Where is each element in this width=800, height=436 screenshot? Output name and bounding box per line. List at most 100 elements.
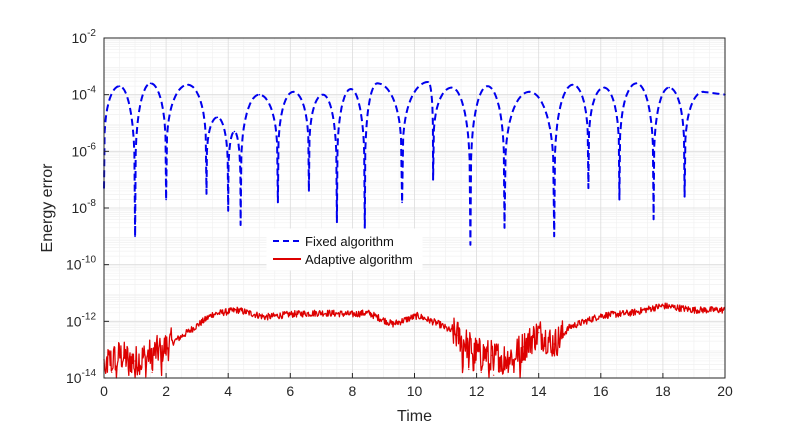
y-tick-label: 10-4 <box>72 85 97 103</box>
adaptive-algorithm-point <box>693 309 695 311</box>
y-tick-label: 10-8 <box>72 198 97 216</box>
legend-label: Adaptive algorithm <box>305 252 413 267</box>
fixed-algorithm-peak <box>233 130 236 133</box>
adaptive-algorithm-point <box>491 354 493 356</box>
fixed-algorithm-dip <box>239 224 242 226</box>
adaptive-algorithm-point <box>631 312 633 314</box>
adaptive-algorithm-spike <box>111 371 113 373</box>
fixed-algorithm-dip <box>503 227 506 229</box>
adaptive-algorithm-point <box>289 313 291 315</box>
fixed-algorithm-dip <box>308 190 310 192</box>
fixed-algorithm-peak <box>149 82 152 85</box>
fixed-algorithm-dip <box>165 198 167 201</box>
fixed-algorithm-peak <box>603 86 605 89</box>
fixed-algorithm-dip <box>553 235 556 238</box>
fixed-algorithm-dip <box>277 201 279 204</box>
adaptive-algorithm-spike <box>550 351 552 354</box>
fixed-algorithm-peak <box>450 86 453 89</box>
x-tick-label: 16 <box>593 383 609 399</box>
adaptive-algorithm-spike <box>151 371 153 373</box>
adaptive-algorithm-point <box>507 357 509 359</box>
x-tick-label: 18 <box>655 383 671 399</box>
adaptive-algorithm-point <box>553 343 555 345</box>
adaptive-algorithm-point <box>264 316 267 318</box>
x-axis-label: Time <box>397 408 432 425</box>
fixed-algorithm-dip <box>432 178 434 181</box>
fixed-algorithm-dip <box>652 218 655 221</box>
fixed-algorithm-dip <box>227 210 229 212</box>
adaptive-algorithm-point <box>600 315 602 317</box>
y-tick-label: 10-12 <box>66 311 96 329</box>
adaptive-algorithm-point <box>476 351 478 354</box>
adaptive-algorithm-point <box>662 305 664 307</box>
adaptive-algorithm-spike <box>493 374 495 376</box>
fixed-algorithm-peak <box>216 116 219 119</box>
adaptive-algorithm-point <box>538 332 540 334</box>
adaptive-algorithm-point <box>438 323 440 325</box>
fixed-algorithm-peak <box>668 86 670 89</box>
x-tick-label: 6 <box>286 383 294 399</box>
fixed-algorithm-dip <box>401 201 403 204</box>
adaptive-algorithm-spike <box>480 371 482 373</box>
y-tick-label: 10-14 <box>66 368 96 386</box>
x-tick-label: 12 <box>469 383 485 399</box>
fixed-algorithm-peak <box>702 91 705 93</box>
fixed-algorithm-dip <box>618 198 621 201</box>
fixed-algorithm-dip <box>587 187 590 189</box>
fixed-algorithm-peak <box>350 88 352 90</box>
adaptive-algorithm-spike <box>468 368 470 371</box>
adaptive-algorithm-point <box>118 354 121 356</box>
x-tick-label: 8 <box>349 383 357 399</box>
adaptive-algorithm-point <box>367 312 369 314</box>
fixed-algorithm-dip <box>336 221 338 223</box>
x-tick-label: 2 <box>162 383 170 399</box>
fixed-algorithm-peak <box>376 82 379 85</box>
adaptive-algorithm-point <box>236 309 239 311</box>
fixed-algorithm-peak <box>118 85 121 87</box>
x-tick-label: 14 <box>531 383 547 399</box>
adaptive-algorithm-point <box>165 346 167 348</box>
fixed-algorithm-peak <box>292 91 295 93</box>
grid <box>103 37 726 379</box>
adaptive-algorithm-point <box>351 313 353 315</box>
x-tick-label: 4 <box>224 383 232 399</box>
legend-box <box>266 228 423 271</box>
fixed-algorithm-peak <box>528 91 531 93</box>
adaptive-algorithm-point <box>522 346 524 348</box>
adaptive-algorithm-spike <box>513 371 515 373</box>
fixed-algorithm-peak <box>258 93 261 96</box>
y-tick-label: 10-2 <box>72 28 97 46</box>
x-tick-label: 20 <box>717 383 733 399</box>
adaptive-algorithm-point <box>320 312 322 314</box>
adaptive-algorithm-point <box>417 315 419 317</box>
x-tick-label: 10 <box>407 383 423 399</box>
adaptive-algorithm-point <box>190 329 192 331</box>
adaptive-algorithm-spike <box>128 374 130 376</box>
fixed-algorithm-dip <box>134 235 136 238</box>
adaptive-algorithm-point <box>457 334 459 337</box>
adaptive-algorithm-spike <box>140 368 142 371</box>
series-layer <box>103 80 726 379</box>
fixed-algorithm-peak <box>187 83 189 86</box>
axis-ticks: 0 2 4 6 8 10 12 14 16 18 20 10-14 10-12 10-10 10-8 10-6… <box>66 28 733 399</box>
legend-label: Fixed algorithm <box>305 234 394 249</box>
adaptive-algorithm-point <box>153 351 155 354</box>
adaptive-algorithm-line <box>103 302 726 379</box>
fixed-algorithm-dip <box>469 244 472 246</box>
adaptive-algorithm-point <box>392 323 394 325</box>
y-axis-label: Energy error <box>39 163 56 253</box>
fixed-algorithm-dip <box>205 193 208 195</box>
x-tick-label: 0 <box>100 383 108 399</box>
fixed-algorithm-peak <box>572 83 574 86</box>
fixed-algorithm-peak <box>635 82 638 85</box>
fixed-algorithm-peak <box>486 85 489 87</box>
y-tick-label: 10-10 <box>66 255 96 273</box>
adaptive-algorithm-point <box>134 360 136 362</box>
fixed-algorithm-peak <box>322 93 324 96</box>
fixed-algorithm-dip <box>683 195 686 198</box>
adaptive-algorithm-point <box>212 313 214 315</box>
y-tick-label: 10-6 <box>72 141 97 159</box>
legend: Fixed algorithm Adaptive algorithm <box>266 228 423 271</box>
